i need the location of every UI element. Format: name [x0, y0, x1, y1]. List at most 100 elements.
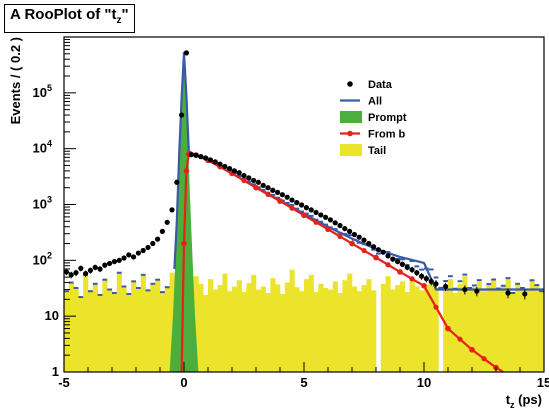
- data-point: [385, 253, 391, 259]
- from-b-point: [253, 185, 259, 191]
- data-point: [97, 266, 103, 272]
- x-tick-label: 10: [417, 375, 431, 390]
- tail-bar: [428, 280, 434, 372]
- tail-bar: [510, 292, 516, 372]
- data-point: [121, 255, 127, 261]
- tail-bar: [486, 285, 492, 372]
- tail-bar: [448, 279, 454, 372]
- tail-bar: [150, 283, 156, 372]
- from-b-point: [445, 325, 451, 332]
- tail-bar: [217, 285, 223, 372]
- y-tick-base: 10: [33, 197, 47, 212]
- tail-bar: [155, 279, 161, 372]
- legend-item-all: All: [340, 96, 382, 108]
- tail-bar: [126, 293, 132, 372]
- tail-bar: [472, 287, 478, 372]
- tail-bar: [275, 284, 281, 372]
- tail-bar: [385, 276, 391, 372]
- data-point: [419, 273, 425, 279]
- tail-bar: [361, 285, 367, 372]
- tail-bar: [246, 283, 252, 372]
- y-tick-base: 10: [45, 308, 59, 323]
- tail-bar: [457, 283, 463, 372]
- data-point: [63, 269, 69, 275]
- data-point: [522, 291, 528, 297]
- tail-bar: [395, 285, 401, 372]
- data-point: [107, 260, 113, 267]
- data-point: [217, 161, 223, 167]
- from-b-point: [481, 356, 487, 362]
- tail-bar: [524, 289, 530, 372]
- axis-ticks: [63, 39, 545, 373]
- data-point: [102, 262, 108, 268]
- data-point: [371, 244, 377, 250]
- x-tick-label: 0: [180, 375, 187, 390]
- legend: Data All Prompt From b Tail: [337, 73, 463, 163]
- tail-bar: [112, 292, 118, 372]
- data-point: [313, 209, 319, 216]
- legend-item-data: Data: [347, 79, 393, 91]
- legend-item-tail: Tail: [340, 144, 386, 157]
- data-point: [159, 228, 165, 234]
- y-tick-label: 104: [33, 139, 52, 156]
- from-b-point: [409, 276, 415, 282]
- from-b-point: [373, 254, 379, 261]
- from-b-point: [183, 168, 190, 174]
- tail-bar: [328, 289, 334, 372]
- y-tick-label: 102: [33, 250, 52, 267]
- from-b-point: [421, 283, 427, 289]
- tail-bar: [323, 287, 329, 372]
- x-axis-title: tz (ps): [506, 392, 542, 410]
- from-b-point: [277, 198, 283, 204]
- data-point: [155, 236, 161, 242]
- tail-bar: [313, 292, 319, 372]
- x-tick-label: -5: [58, 375, 70, 390]
- tail-bar: [284, 282, 290, 372]
- tail-bar: [227, 291, 233, 372]
- data-point: [395, 258, 401, 265]
- tail-bar: [260, 286, 266, 372]
- data-point: [193, 152, 199, 158]
- tail-bar: [107, 289, 113, 372]
- tail-bar: [304, 279, 310, 372]
- tail-bar: [145, 290, 151, 372]
- data-point: [390, 256, 396, 262]
- data-point: [131, 254, 137, 260]
- tail-bar: [352, 286, 358, 372]
- tail-histogram: [64, 269, 545, 372]
- data-point: [474, 288, 480, 294]
- y-tick-base: 10: [33, 252, 47, 267]
- tail-bar: [136, 287, 142, 372]
- data-point: [145, 244, 151, 251]
- data-point: [361, 237, 367, 243]
- data-point: [207, 157, 213, 163]
- data-point: [462, 286, 468, 293]
- chart-title: A RooPlot of "tz": [4, 4, 135, 33]
- from-b-point: [289, 205, 295, 211]
- data-point: [380, 249, 386, 255]
- data-point: [140, 247, 146, 254]
- tail-bar: [529, 280, 535, 372]
- data-point: [428, 278, 434, 284]
- data-point: [284, 194, 290, 200]
- data-point: [443, 283, 449, 290]
- data-point: [409, 267, 415, 273]
- tail-bar: [222, 273, 228, 372]
- data-point: [231, 168, 237, 174]
- tail-bar: [496, 289, 502, 372]
- from-b-point: [181, 240, 187, 247]
- data-point: [188, 152, 194, 158]
- tail-bar: [539, 291, 545, 372]
- tail-bar: [102, 279, 108, 372]
- data-point: [87, 267, 93, 274]
- tail-bar: [409, 278, 415, 372]
- tail-bar: [515, 283, 521, 372]
- data-point: [251, 177, 257, 184]
- data-point: [260, 182, 266, 188]
- data-point: [116, 257, 122, 263]
- from-b-point: [301, 212, 307, 218]
- data-point: [423, 276, 429, 282]
- tail-bar: [342, 280, 348, 372]
